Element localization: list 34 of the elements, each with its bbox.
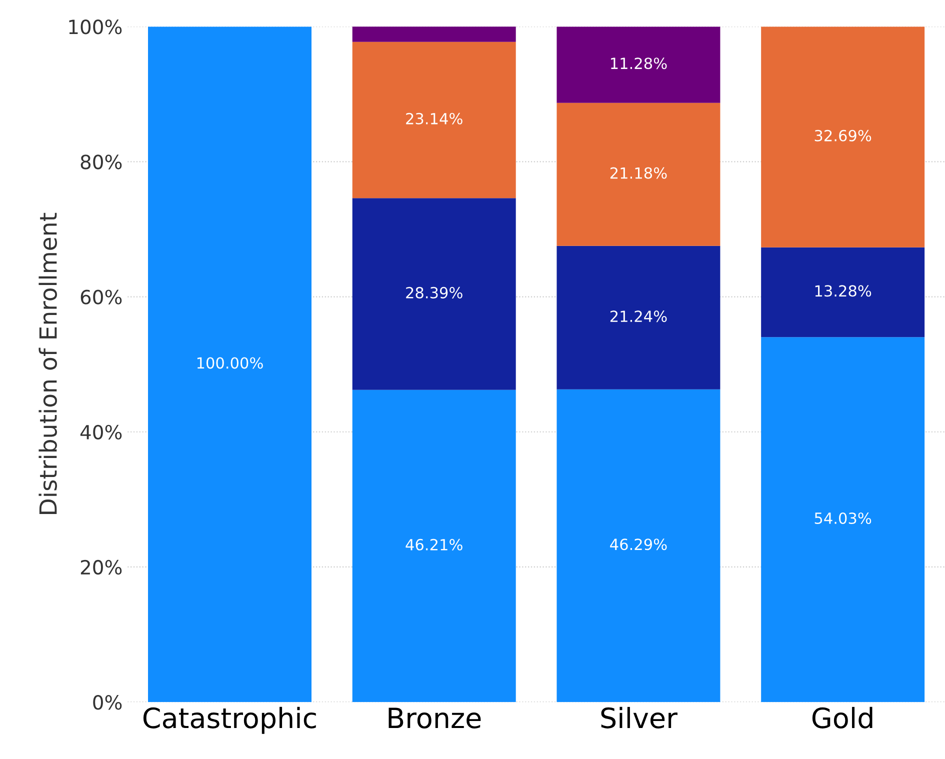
y-tick-label: 40%	[80, 424, 122, 440]
data-label: 100.00%	[197, 357, 263, 369]
data-label: 54.03%	[814, 512, 872, 524]
data-label: 11.28%	[611, 58, 667, 70]
x-tick-label: Bronze	[388, 708, 481, 728]
data-label: 21.24%	[610, 310, 667, 322]
bar	[352, 26, 516, 42]
data-label: 46.29%	[610, 538, 667, 550]
bar	[556, 102, 720, 246]
data-label: 13.28%	[815, 285, 872, 297]
y-tick-label: 20%	[80, 560, 122, 575]
y-tick-label: 60%	[80, 290, 122, 304]
data-label: 23.14%	[406, 112, 462, 124]
bar	[352, 390, 516, 702]
y-axis-title: Distribution of Enrollment	[38, 212, 57, 514]
bar	[352, 42, 516, 198]
y-tick-label: 0%	[93, 695, 122, 710]
y-tick-label: 100%	[69, 20, 122, 34]
x-tick-label: Catastrophic	[143, 706, 316, 734]
data-label: 46.21%	[406, 538, 462, 550]
x-tick-label: Silver	[601, 706, 678, 728]
data-label: 21.18%	[610, 167, 667, 179]
bar	[761, 247, 925, 338]
bar	[556, 246, 720, 390]
y-tick-label: 80%	[80, 154, 122, 170]
x-tick-label: Gold	[812, 706, 872, 728]
bar	[761, 337, 925, 702]
bar	[761, 26, 925, 248]
data-label: 32.69%	[814, 130, 872, 142]
bar	[556, 26, 720, 103]
bar	[352, 198, 516, 390]
bar	[148, 26, 312, 702]
data-label: 28.39%	[406, 286, 462, 298]
bar	[556, 389, 720, 702]
